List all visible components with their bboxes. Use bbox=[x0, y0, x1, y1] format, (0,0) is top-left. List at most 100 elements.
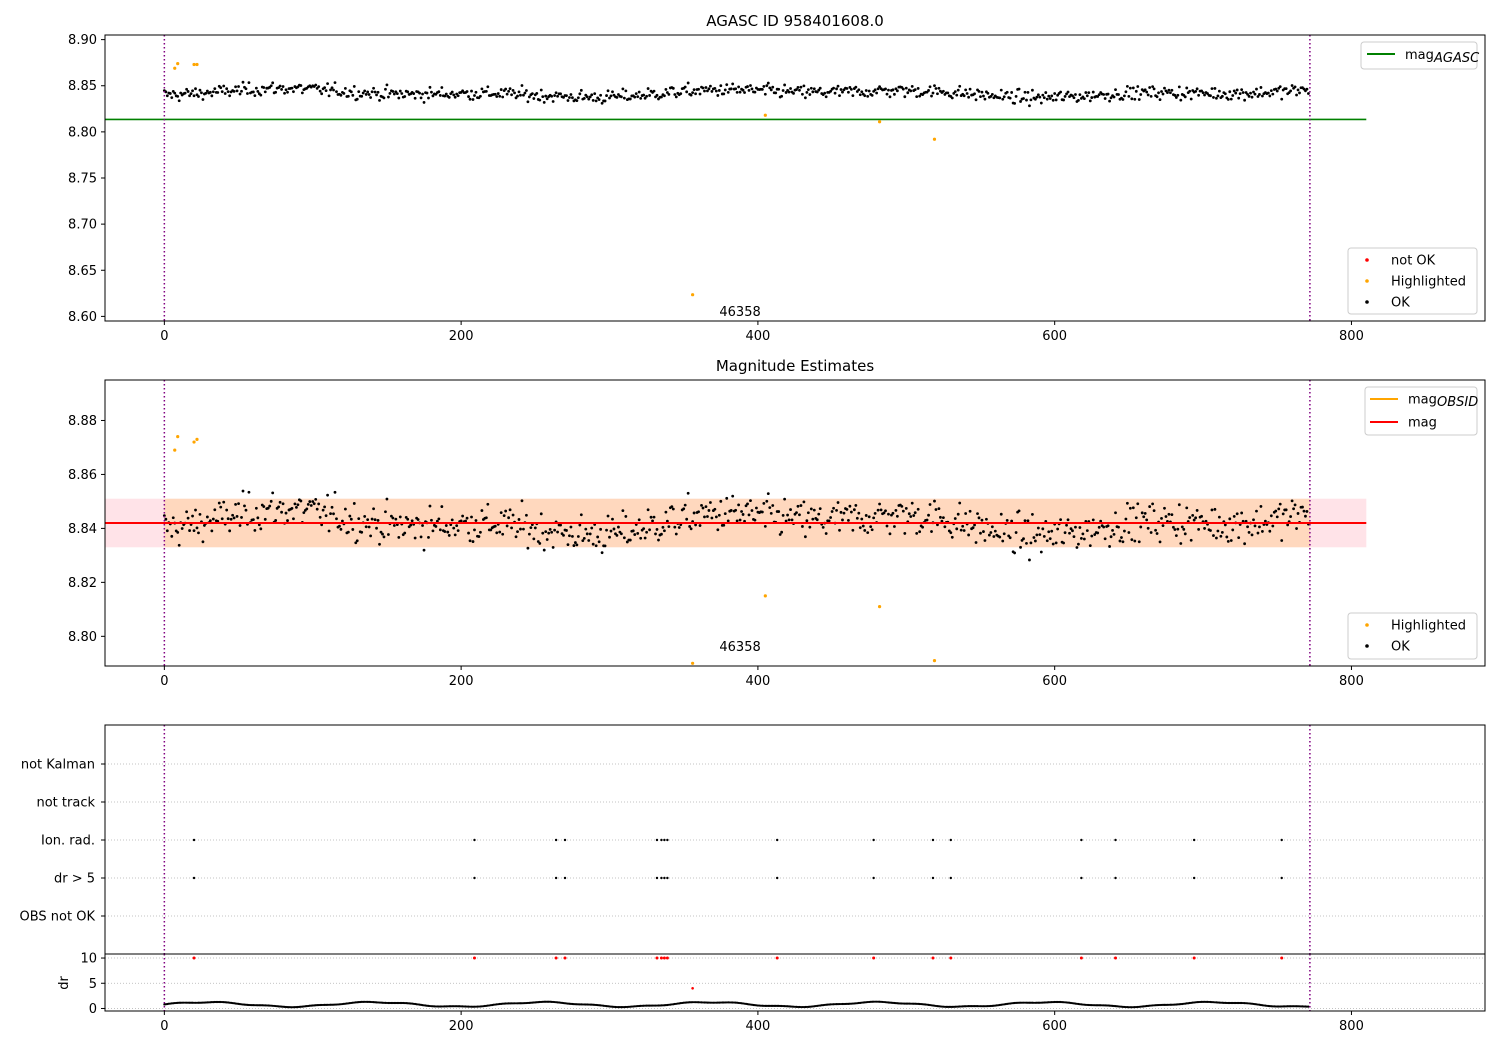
ok-point bbox=[777, 510, 781, 513]
ok-point bbox=[688, 525, 692, 528]
ok-point bbox=[556, 94, 559, 98]
ok-point bbox=[1246, 525, 1249, 529]
ok-point bbox=[1029, 541, 1033, 545]
ok-point bbox=[1201, 91, 1205, 95]
ok-point bbox=[1134, 89, 1138, 93]
ok-point bbox=[455, 524, 459, 528]
ok-point bbox=[1134, 516, 1138, 520]
ok-point bbox=[198, 513, 202, 516]
ok-point bbox=[1289, 515, 1293, 518]
ok-point bbox=[508, 508, 512, 512]
ok-point bbox=[1210, 87, 1214, 91]
ok-point bbox=[692, 511, 696, 515]
ok-point bbox=[689, 527, 693, 531]
ok-point bbox=[805, 90, 809, 94]
ok-point bbox=[985, 517, 988, 521]
ok-point bbox=[1212, 534, 1215, 537]
ok-point bbox=[621, 509, 625, 513]
ok-point bbox=[1213, 507, 1217, 511]
ok-point bbox=[1275, 89, 1279, 93]
ok-point bbox=[1106, 92, 1110, 96]
ok-point bbox=[1048, 97, 1052, 100]
ok-point bbox=[1171, 525, 1175, 529]
ok-point bbox=[243, 504, 246, 508]
magnitude-estimates-panel: Magnitude Estimates 0 200 400 600 800 8.80 8.8… bbox=[68, 357, 1486, 689]
ok-point bbox=[418, 91, 421, 95]
ok-point bbox=[290, 86, 294, 90]
ok-point bbox=[631, 529, 635, 533]
ok-point bbox=[1256, 95, 1260, 98]
ok-point bbox=[284, 511, 288, 515]
ok-point bbox=[855, 516, 859, 520]
ok-point bbox=[1069, 527, 1073, 531]
ok-point bbox=[1128, 86, 1132, 90]
ok-point bbox=[262, 86, 266, 89]
ok-point bbox=[990, 93, 994, 96]
ok-point bbox=[1220, 94, 1224, 98]
ok-point bbox=[774, 91, 778, 95]
ok-point bbox=[470, 515, 473, 519]
ok-point bbox=[805, 519, 809, 523]
ok-point bbox=[1022, 537, 1025, 541]
ok-point bbox=[1195, 87, 1199, 91]
ok-point bbox=[809, 86, 813, 90]
ok-point bbox=[1161, 524, 1165, 528]
ok-point bbox=[559, 523, 562, 527]
ok-point bbox=[633, 533, 637, 536]
ok-point bbox=[502, 514, 506, 518]
ok-point bbox=[587, 539, 591, 542]
legend-mag-obsid-label: mag bbox=[1408, 393, 1437, 408]
ok-point bbox=[697, 510, 700, 514]
ok-point bbox=[244, 508, 248, 512]
ok-point bbox=[1005, 518, 1009, 522]
ok-point bbox=[465, 90, 469, 93]
ok-point bbox=[1125, 84, 1129, 88]
ok-point bbox=[936, 523, 939, 527]
p1-xtick-label: 600 bbox=[1042, 329, 1067, 344]
ok-point bbox=[416, 518, 420, 521]
ok-point bbox=[628, 97, 632, 101]
ok-point bbox=[355, 539, 359, 543]
ok-point bbox=[526, 546, 530, 550]
ok-point bbox=[1295, 93, 1298, 97]
ok-point bbox=[858, 526, 862, 530]
highlighted-point bbox=[173, 66, 177, 70]
ok-point bbox=[438, 528, 442, 532]
ok-point bbox=[786, 513, 789, 517]
ok-point bbox=[771, 85, 775, 89]
ok-point bbox=[1151, 85, 1155, 89]
ok-point bbox=[1038, 95, 1042, 99]
ok-point bbox=[525, 89, 528, 92]
p1-ytick-label: 8.90 bbox=[68, 33, 97, 48]
ok-point bbox=[1256, 531, 1260, 535]
ok-point bbox=[789, 87, 792, 90]
ok-point bbox=[725, 83, 729, 87]
ok-point bbox=[183, 91, 187, 95]
ok-point bbox=[910, 84, 914, 88]
ok-point bbox=[750, 509, 754, 512]
ok-point bbox=[1124, 517, 1128, 521]
ok-point bbox=[612, 527, 616, 531]
ok-point bbox=[1280, 539, 1284, 542]
ok-point bbox=[425, 91, 429, 95]
ok-point bbox=[1001, 539, 1005, 543]
ok-point bbox=[195, 526, 199, 530]
ok-point bbox=[551, 546, 555, 549]
ok-point bbox=[1062, 98, 1065, 102]
ok-point bbox=[545, 97, 549, 101]
ok-point bbox=[397, 535, 401, 539]
flag-row-label: not Kalman bbox=[21, 758, 95, 773]
ok-point bbox=[349, 517, 353, 521]
ok-point bbox=[467, 531, 470, 535]
ok-point bbox=[796, 86, 800, 89]
ok-point bbox=[568, 534, 571, 538]
ok-point bbox=[903, 532, 907, 535]
ok-point bbox=[835, 87, 838, 91]
ok-point bbox=[866, 95, 870, 98]
ok-point bbox=[878, 502, 881, 506]
ok-point bbox=[654, 532, 657, 536]
ok-point bbox=[213, 508, 217, 512]
ok-point bbox=[735, 91, 739, 94]
ok-point bbox=[1280, 97, 1284, 101]
ok-point bbox=[447, 534, 451, 537]
